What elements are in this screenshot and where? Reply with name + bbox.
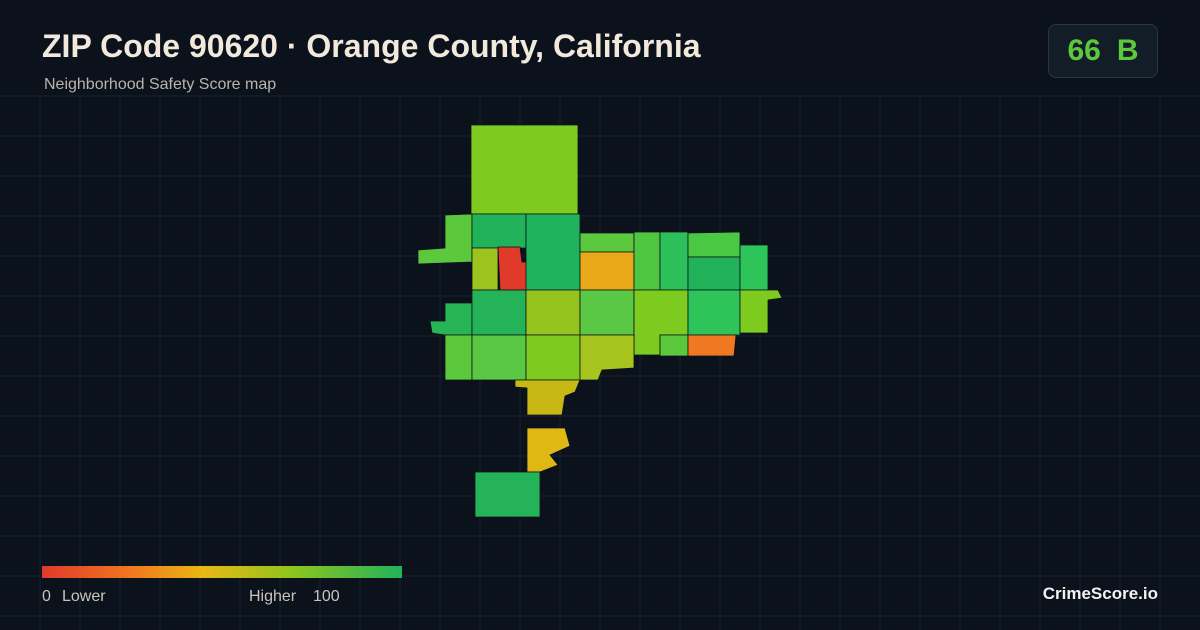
legend-max: 100 <box>313 588 340 605</box>
area <box>417 213 473 265</box>
area <box>687 289 741 336</box>
area <box>659 231 689 291</box>
area <box>525 334 581 381</box>
score-grade: B <box>1116 34 1139 67</box>
area <box>659 334 689 357</box>
area <box>633 231 661 291</box>
area <box>470 124 579 215</box>
brand: CrimeScore.io <box>1042 584 1158 603</box>
area <box>474 471 541 518</box>
area <box>579 232 635 253</box>
legend-max-label: Higher <box>249 588 297 605</box>
area <box>579 251 635 291</box>
area <box>687 334 737 357</box>
area <box>739 244 769 291</box>
area <box>471 213 527 249</box>
area <box>429 302 473 336</box>
area <box>471 334 527 381</box>
subtitle: Neighborhood Safety Score map <box>44 76 277 93</box>
title: ZIP Code 90620 · Orange County, Californ… <box>42 28 701 64</box>
area <box>471 247 499 291</box>
score-badge: 66 B <box>1048 24 1158 78</box>
score-value: 66 <box>1067 34 1101 67</box>
area <box>514 379 581 416</box>
legend-min: 0 <box>42 588 51 605</box>
area <box>497 246 529 291</box>
area <box>687 256 741 291</box>
area <box>471 289 527 336</box>
area <box>525 213 581 291</box>
area <box>444 334 473 381</box>
area <box>526 427 571 473</box>
area <box>739 289 783 334</box>
area <box>579 334 635 381</box>
legend-bar <box>42 566 402 578</box>
zip-areas <box>417 124 783 518</box>
area <box>525 289 581 336</box>
legend-min-label: Lower <box>62 588 106 605</box>
area <box>687 231 741 258</box>
area <box>579 289 635 336</box>
